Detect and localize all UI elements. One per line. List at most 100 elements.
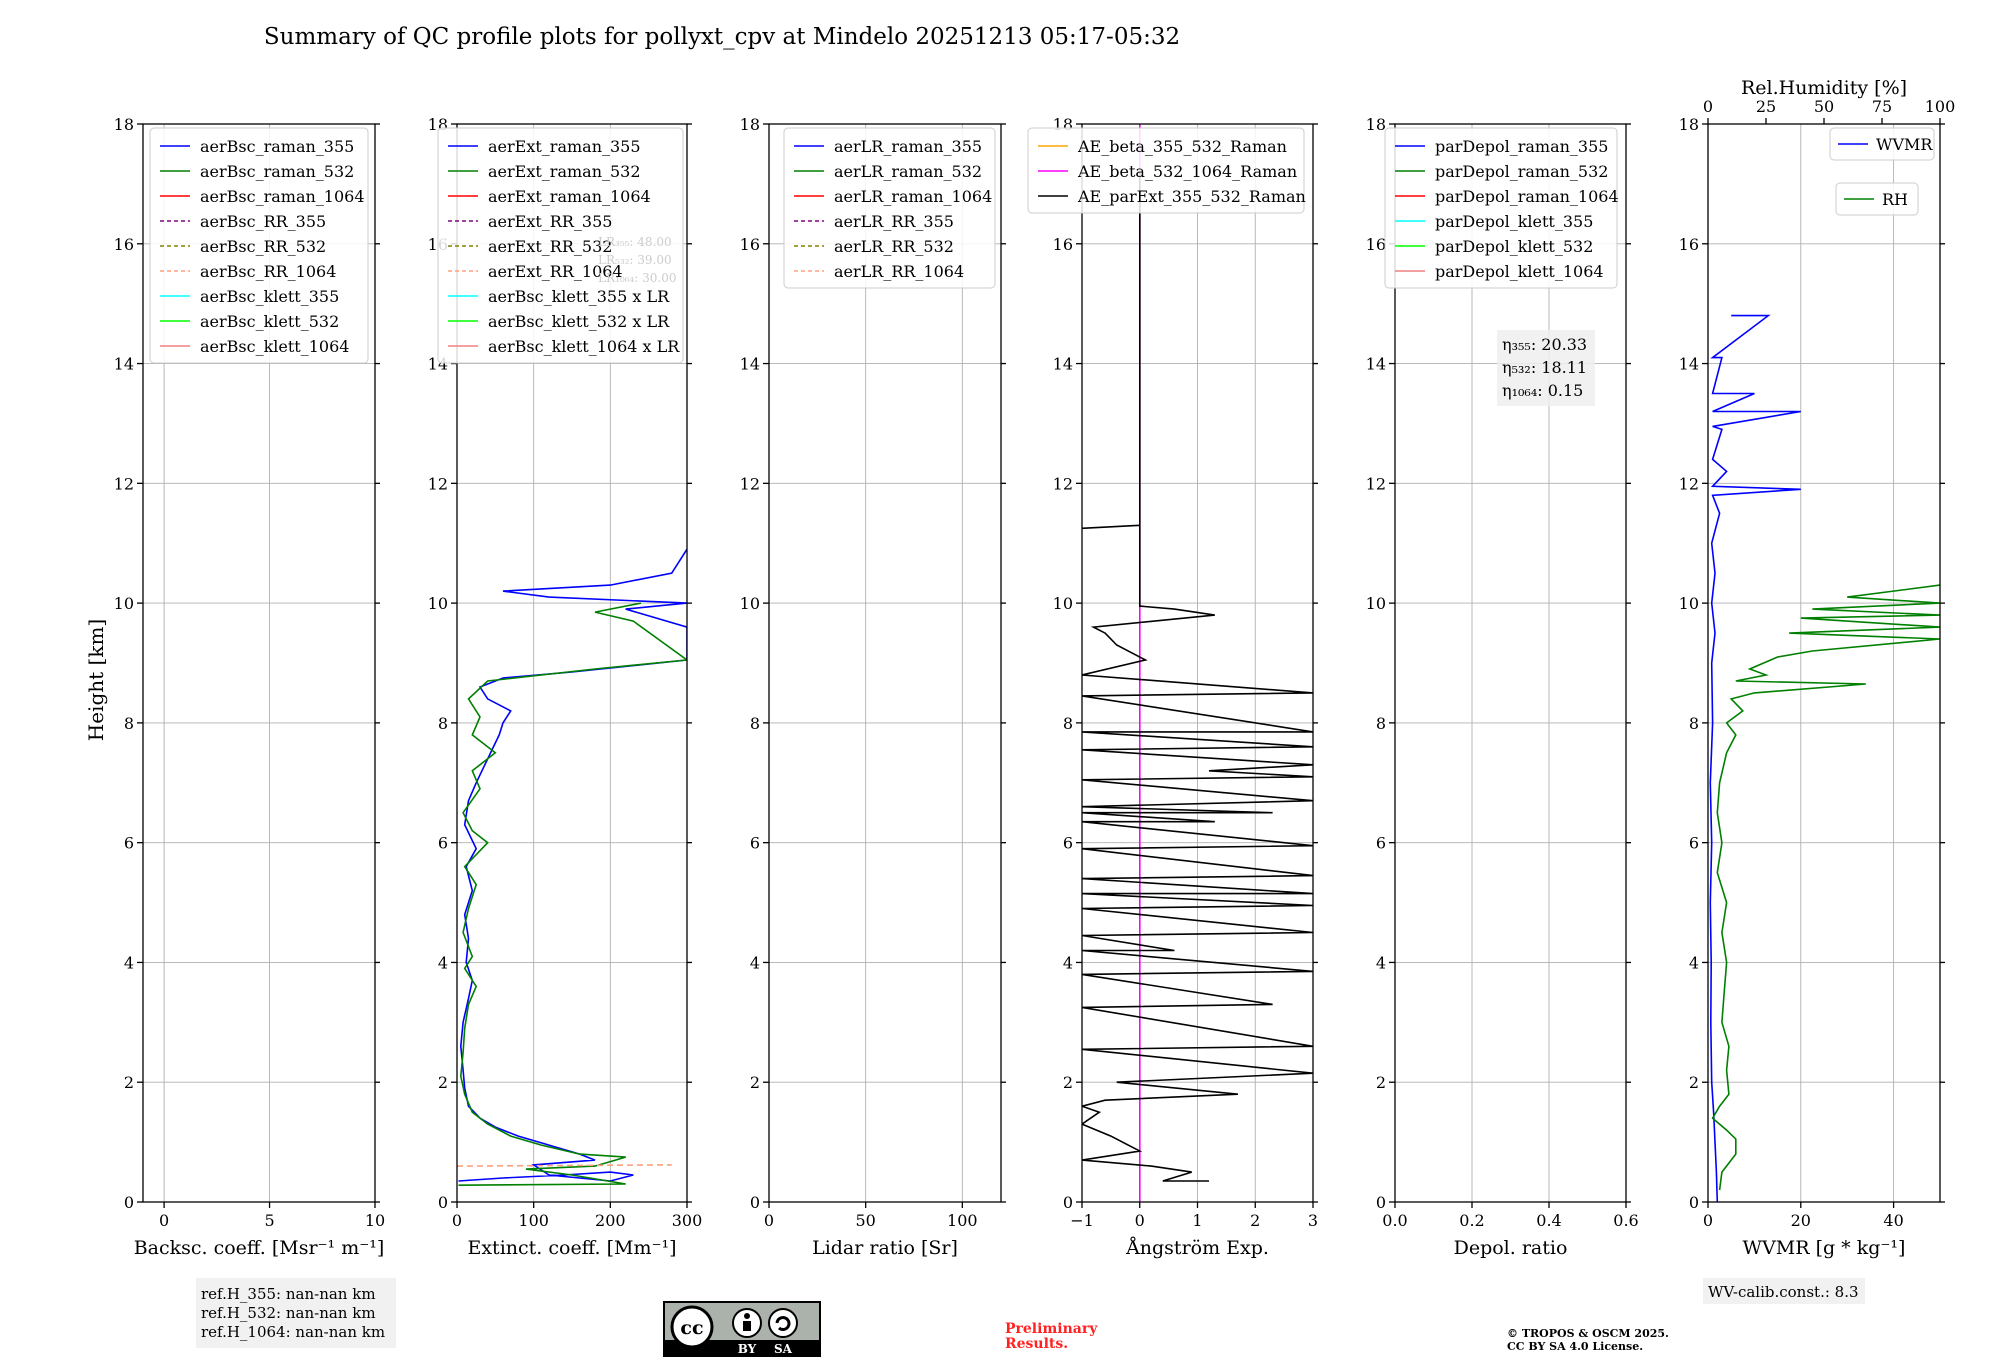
x-tick-label: 3 — [1308, 1211, 1318, 1230]
legend-label: aerExt_raman_355 — [488, 137, 641, 156]
by-text: BY — [738, 1342, 757, 1356]
y-tick-label: 0 — [1063, 1193, 1073, 1212]
x-tick-label: 200 — [595, 1211, 626, 1230]
y-tick-label: 10 — [114, 594, 134, 613]
panel-backscatter: 0 2 4 6 8 10 12 14 16 18 0 5 10 Backsc. coeff. [Msr⁻¹… — [114, 115, 386, 1259]
x-tick-label: 0.2 — [1459, 1211, 1484, 1230]
x-tick-label: 5 — [264, 1211, 274, 1230]
legend-label: AE_beta_532_1064_Raman — [1077, 162, 1297, 181]
x-axis-label: Lidar ratio [Sr] — [812, 1237, 958, 1259]
series-line-WVMR — [1709, 314, 1801, 1202]
lr-note: LR₅₃₂: 39.00 — [598, 253, 672, 267]
eta-note: η₅₃₂: 18.11 — [1502, 358, 1587, 377]
x-axis-label: Depol. ratio — [1454, 1237, 1568, 1259]
y-tick-label: 2 — [124, 1073, 134, 1092]
legend-label: aerLR_raman_532 — [834, 162, 982, 181]
x-tick-label: 0.4 — [1536, 1211, 1561, 1230]
legend-label: aerBsc_klett_1064 x LR — [488, 337, 680, 356]
x-tick-label: 0 — [764, 1211, 774, 1230]
axes-frame — [768, 123, 1002, 1203]
y-tick-label: 6 — [750, 834, 760, 853]
y-tick-label: 10 — [740, 594, 760, 613]
x-tick-label: 50 — [855, 1211, 875, 1230]
y-tick-label: 10 — [1679, 594, 1699, 613]
y-tick-label: 6 — [438, 834, 448, 853]
x-tick-label: 0 — [452, 1211, 462, 1230]
x-tick-label: 1 — [1192, 1211, 1202, 1230]
y-tick-label: 4 — [1376, 953, 1386, 972]
y-tick-label: 2 — [1063, 1073, 1073, 1092]
y-tick-label: 6 — [1376, 834, 1386, 853]
x-tick-label: 10 — [365, 1211, 385, 1230]
y-tick-label: 10 — [1366, 594, 1386, 613]
x-axis-label: Backsc. coeff. [Msr⁻¹ m⁻¹] — [134, 1237, 385, 1259]
y-tick-label: 12 — [114, 474, 134, 493]
y-tick-label: 8 — [750, 714, 760, 733]
axes-frame — [456, 123, 688, 1203]
y-tick-label: 16 — [1053, 235, 1073, 254]
y-tick-label: 0 — [1689, 1193, 1699, 1212]
legend-label: aerBsc_RR_355 — [200, 212, 326, 231]
legend-label: aerBsc_klett_1064 — [200, 337, 349, 356]
eta-note-box — [1497, 330, 1595, 406]
y-tick-label: 12 — [1366, 474, 1386, 493]
lr-note: LR₃₅₅: 48.00 — [598, 235, 672, 249]
legend-label: aerLR_RR_355 — [834, 212, 954, 231]
legend-label: aerBsc_klett_532 x LR — [488, 312, 670, 331]
x-tick-label: 0.6 — [1613, 1211, 1638, 1230]
y-tick-label: 12 — [428, 474, 448, 493]
x-tick-label: 0 — [1135, 1211, 1145, 1230]
y-tick-label: 16 — [1366, 235, 1386, 254]
cc-icon — [670, 1305, 714, 1349]
y-tick-label: 14 — [1679, 355, 1699, 374]
series-line-aerExt_RR_1064 — [457, 1164, 672, 1167]
legend-label: aerExt_RR_532 — [488, 237, 612, 256]
x-axis-label: Extinct. coeff. [Mm⁻¹] — [467, 1237, 676, 1259]
y-tick-label: 12 — [740, 474, 760, 493]
y-tick-label: 12 — [1053, 474, 1073, 493]
axes-frame — [142, 123, 376, 1203]
ref-height-355: ref.H_355: nan-nan km — [201, 1285, 376, 1303]
legend-label: aerBsc_RR_532 — [200, 237, 326, 256]
y-tick-label: 16 — [114, 235, 134, 254]
copyright-line1: © TROPOS & OSCM 2025. — [1507, 1327, 1669, 1340]
legend-label: aerLR_raman_1064 — [834, 187, 992, 206]
legend-label: aerLR_RR_1064 — [834, 262, 964, 281]
y-tick-label: 6 — [124, 834, 134, 853]
legend-label: parDepol_raman_1064 — [1435, 187, 1619, 206]
axes-frame — [1707, 123, 1941, 1203]
legend-label: parDepol_klett_355 — [1435, 212, 1593, 231]
sa-share-icon — [768, 1308, 798, 1338]
y-tick-label: 4 — [124, 953, 134, 972]
legend-label: aerBsc_RR_1064 — [200, 262, 336, 281]
x-tick-label: 100 — [518, 1211, 549, 1230]
legend-box — [149, 127, 369, 364]
ref-heights-note: ref.H_355: nan-nan km ref.H_532: nan-nan… — [196, 1278, 396, 1348]
y-tick-label: 10 — [1053, 594, 1073, 613]
preliminary-note: Preliminary Results. — [1005, 1321, 1098, 1352]
legend-label: aerExt_raman_532 — [488, 162, 641, 181]
legend-label: parDepol_klett_1064 — [1435, 262, 1604, 281]
y-tick-label: 8 — [1689, 714, 1699, 733]
legend-box — [1835, 182, 1919, 216]
y-tick-label: 2 — [750, 1073, 760, 1092]
copyright-line2: CC BY SA 4.0 License. — [1507, 1340, 1643, 1353]
y-tick-label: 16 — [1679, 235, 1699, 254]
y-tick-label: 2 — [1376, 1073, 1386, 1092]
legend-box — [437, 127, 684, 364]
legend-label: AE_parExt_355_532_Raman — [1077, 187, 1306, 206]
lr-note: LR₁₀₆₄: 30.00 — [598, 271, 676, 285]
y-tick-label: 8 — [438, 714, 448, 733]
y-tick-label: 6 — [1689, 834, 1699, 853]
wv-calib-box — [1703, 1278, 1865, 1304]
legend-box — [783, 127, 996, 289]
x-tick-label: 0 — [1703, 1211, 1713, 1230]
legend-label: aerExt_raman_1064 — [488, 187, 651, 206]
series-line-aerExt_raman_532 — [458, 602, 687, 1186]
legend-box — [1829, 127, 1935, 161]
axes-frame — [1394, 123, 1627, 1203]
legend-label: aerBsc_klett_355 x LR — [488, 287, 670, 306]
y-axis-label: Height [km] — [84, 619, 108, 741]
